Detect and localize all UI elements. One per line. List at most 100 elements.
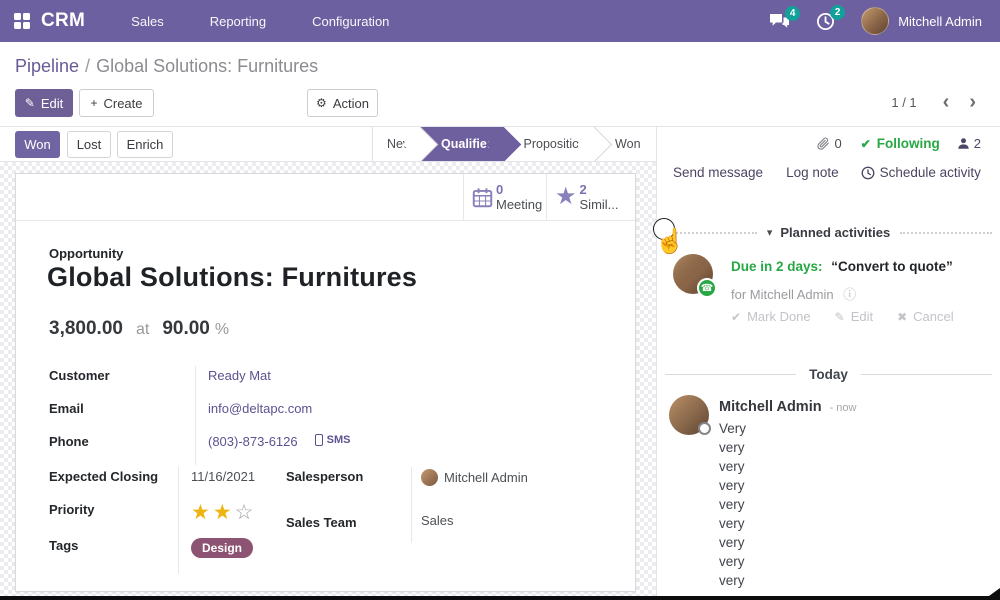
mark-lost-button[interactable]: Lost [67,131,111,158]
sales-team-label: Sales Team [286,515,357,530]
activities-badge: 2 [830,4,846,20]
record-type-label: Opportunity [49,246,124,261]
priority-row: Priority ★★☆ [49,500,309,536]
message-line: very [719,478,745,493]
breadcrumb-pipeline[interactable]: Pipeline [15,56,80,76]
pager: 1 / 1 ‹ › [891,92,976,112]
attachments-button[interactable]: 0 [816,136,842,151]
at-label: at [135,321,150,338]
expected-revenue: 3,800.00 at 90.00 % [49,318,229,340]
email-label: Email [49,399,196,432]
opportunity-sheet: 0 Meeting ★ 2 Simil... Opportunity Globa… [15,173,636,592]
sms-button[interactable]: SMS [314,432,350,446]
gear-icon: ⚙ [316,96,327,110]
messages-button[interactable]: 4 [769,5,801,30]
gif-progress-notch [989,588,1000,596]
check-icon: ✔ [731,309,742,324]
activity-clock-icon [817,12,835,30]
salesperson-value[interactable]: Mitchell Admin [411,467,541,513]
schedule-activity-button[interactable]: Schedule activity [861,165,981,180]
chatter-panel: 0 ✔ Following 2 Send message Log note Sc… [656,127,1000,600]
control-panel: Pipeline / Global Solutions: Furnitures ✎ … [0,42,1000,127]
message-line: very [719,459,745,474]
message-line: very [719,535,745,550]
tag-design: Design [191,538,254,558]
message-line: very [719,516,745,531]
log-note-tab[interactable]: Log note [786,165,839,180]
tags-row: Tags Design [49,536,309,574]
empty-star-icon: ☆ [234,501,257,524]
tags-label: Tags [49,536,179,574]
mark-won-button[interactable]: Won [15,131,60,158]
expected-closing-row: Expected Closing 11/16/2021 [49,467,309,500]
edit-button[interactable]: ✎ Edit [15,89,73,117]
message-type-badge [698,422,711,435]
today-divider: Today [665,367,993,382]
revenue-value: 3,800.00 [49,318,123,339]
phone-icon: ☎ [700,282,714,294]
phone-activity-badge: ☎ [697,278,717,298]
percent-sign: % [214,321,230,338]
similar-stat-button[interactable]: ★ 2 Simil... [546,174,636,220]
sales-team-row: Sales Team Sales [286,513,626,543]
phone-row: Phone (803)-873-6126 SMS [49,432,469,465]
enrich-button[interactable]: Enrich [117,131,173,158]
pager-prev-icon[interactable]: ‹ [942,91,950,113]
activity-due-text: Due in 2 days: [731,259,823,274]
user-avatar[interactable] [861,7,890,35]
phone-link[interactable]: (803)-873-6126 [208,434,298,449]
priority-stars[interactable]: ★★☆ [191,500,256,523]
form-background: 0 Meeting ★ 2 Simil... Opportunity Globa… [0,162,656,600]
email-link[interactable]: info@deltapc.com [208,401,313,416]
menu-configuration[interactable]: Configuration [312,13,390,29]
expected-closing-value: 11/16/2021 [191,469,256,484]
user-name[interactable]: Mitchell Admin [898,13,982,29]
pager-value: 1 / 1 [891,94,917,110]
sales-team-value[interactable]: Sales [411,513,454,543]
customer-label: Customer [49,366,196,399]
customer-link[interactable]: Ready Mat [208,368,271,383]
action-button[interactable]: ⚙ Action [307,89,378,117]
top-navbar: CRM Sales Reporting Configuration 4 2 Mi… [0,0,1000,42]
activity-edit-button[interactable]: ✎ Edit [834,309,874,324]
phone-label: Phone [49,432,196,465]
filled-stars-icon: ★★ [191,501,235,524]
plus-icon: + [90,96,98,110]
following-button[interactable]: ✔ Following [860,136,940,151]
message-line: very [719,573,745,588]
activity-assignee: for Mitchell Admin [731,287,834,302]
create-button[interactable]: + Create [79,89,154,117]
activities-button[interactable]: 2 [816,4,846,31]
calendar-icon [472,187,493,207]
meeting-count: 0 [496,182,504,197]
paperclip-icon [817,137,830,150]
send-message-tab[interactable]: Send message [673,165,764,180]
salesperson-avatar [421,469,438,486]
followers-button[interactable]: 2 [957,136,981,151]
attachments-count: 0 [834,136,842,151]
pencil-icon: ✎ [24,96,35,110]
meeting-stat-button[interactable]: 0 Meeting [463,174,546,220]
followers-count: 2 [973,136,981,151]
stage-new[interactable]: New [373,127,422,161]
menu-sales[interactable]: Sales [131,13,164,29]
message-line: very [719,497,745,512]
app-name[interactable]: CRM [41,10,86,31]
star-icon: ★ [555,183,577,210]
planned-activities-header[interactable]: ▾ Planned activities [665,225,993,240]
message-author[interactable]: Mitchell Admin [719,399,822,415]
field-group-sales: Salesperson Mitchell Admin Sales Team Sa… [286,467,626,543]
pager-next-icon[interactable]: › [969,91,976,113]
apps-grid-icon[interactable] [14,13,30,29]
activity-cancel-button[interactable]: ✖ Cancel [897,309,954,324]
clock-icon [861,166,875,179]
message-line: very [719,440,745,455]
chevron-down-icon: ▾ [766,227,773,239]
expected-closing-label: Expected Closing [49,467,179,500]
menu-reporting[interactable]: Reporting [209,13,267,29]
field-group-contact: Customer Ready Mat Email info@deltapc.co… [49,366,469,465]
mark-done-button[interactable]: ✔ Mark Done [731,309,811,324]
breadcrumb-current: Global Solutions: Furnitures [96,56,319,76]
mobile-phone-icon [314,434,323,446]
cross-icon: ✖ [897,309,908,324]
